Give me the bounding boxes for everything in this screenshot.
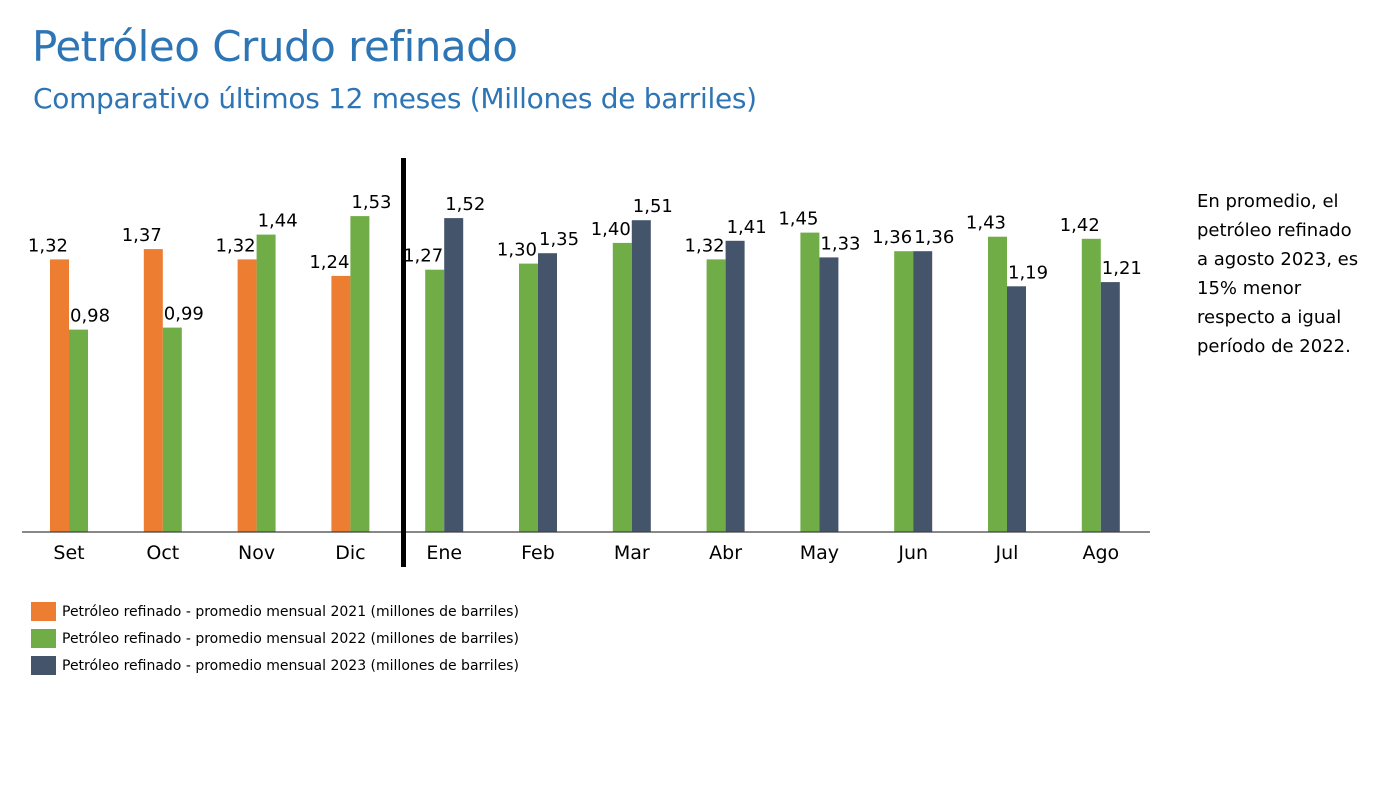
legend-swatch-2021 (31, 602, 56, 621)
legend-label-2021: Petróleo refinado - promedio mensual 202… (62, 603, 519, 620)
bar-2022-mar (612, 242, 632, 532)
data-label-2021-set: 1,32 (28, 235, 68, 256)
bars-layer (50, 216, 1120, 533)
bar-2022-set (69, 329, 88, 532)
data-label-2023-abr: 1,41 (727, 217, 767, 238)
x-tick-label-jul: Jul (995, 542, 1019, 564)
x-tick-label-feb: Feb (521, 542, 555, 564)
bar-2022-abr (706, 259, 726, 532)
x-tick-label-ene: Ene (426, 542, 462, 564)
x-tick-labels-layer: Set Oct Nov Dic Ene Feb Mar Abr May Jun Jul Ago (53, 542, 1119, 564)
data-label-2023-jul: 1,19 (1008, 262, 1048, 283)
data-label-2022-dic: 1,53 (351, 192, 391, 213)
bar-2023-ago (1100, 282, 1120, 532)
bar-2022-oct (162, 327, 182, 532)
bar-2023-may (819, 257, 839, 532)
data-label-2022-jul: 1,43 (966, 213, 1006, 234)
bar-2023-jul (1007, 286, 1026, 532)
legend-item-2023: Petróleo refinado - promedio mensual 202… (31, 652, 519, 679)
bar-2021-nov (237, 259, 257, 532)
summary-note-line: 15% menor (1197, 278, 1302, 299)
legend: Petróleo refinado - promedio mensual 202… (31, 598, 519, 679)
data-label-2023-mar: 1,51 (633, 196, 673, 217)
summary-note-line: respecto a igual (1197, 307, 1342, 328)
bar-2023-mar (631, 220, 651, 532)
data-label-2023-ene: 1,52 (445, 194, 485, 215)
x-tick-label-ago: Ago (1082, 542, 1119, 564)
x-tick-label-jun: Jun (897, 542, 928, 564)
data-labels-layer: 1,320,981,370,991,321,441,241,531,271,52… (28, 192, 1142, 327)
data-label-2022-ene: 1,27 (403, 246, 443, 267)
bar-2022-jun (894, 251, 914, 532)
x-tick-label-abr: Abr (709, 542, 742, 564)
x-tick-label-dic: Dic (335, 542, 365, 564)
summary-note-line: En promedio, el (1197, 191, 1339, 212)
x-tick-label-mar: Mar (614, 542, 650, 564)
legend-item-2021: Petróleo refinado - promedio mensual 202… (31, 598, 519, 625)
chart-title: Petróleo Crudo refinado (32, 22, 518, 71)
data-label-2022-oct: 0,99 (164, 304, 204, 325)
summary-note-line: a agosto 2023, es (1197, 249, 1359, 270)
data-label-2022-may: 1,45 (778, 209, 818, 230)
summary-note-line: período de 2022. (1197, 336, 1351, 357)
bar-2022-ago (1081, 238, 1101, 533)
x-tick-label-nov: Nov (238, 542, 275, 564)
data-label-2022-set: 0,98 (70, 306, 110, 327)
legend-item-2022: Petróleo refinado - promedio mensual 202… (31, 625, 519, 652)
bar-2023-abr (725, 240, 745, 533)
data-label-2021-oct: 1,37 (122, 225, 162, 246)
chart-subtitle: Comparativo últimos 12 meses (Millones d… (33, 82, 757, 115)
legend-swatch-2023 (31, 656, 56, 675)
data-label-2023-jun: 1,36 (914, 227, 954, 248)
x-tick-label-oct: Oct (146, 542, 179, 564)
legend-swatch-2022 (31, 629, 56, 648)
data-label-2022-nov: 1,44 (258, 211, 298, 232)
bar-2023-jun (913, 251, 933, 532)
bar-2021-set (50, 259, 69, 532)
data-label-2023-ago: 1,21 (1102, 258, 1142, 279)
bar-chart: 1,320,981,370,991,321,441,241,531,271,52… (22, 158, 1150, 567)
bar-2023-ene (444, 218, 464, 532)
bar-2022-jul (988, 236, 1007, 532)
data-label-2022-ago: 1,42 (1060, 215, 1100, 236)
data-label-2022-mar: 1,40 (591, 219, 631, 240)
legend-label-2023: Petróleo refinado - promedio mensual 202… (62, 657, 519, 674)
data-label-2022-jun: 1,36 (872, 227, 912, 248)
bar-2022-dic (350, 216, 370, 532)
bar-2022-nov (256, 234, 276, 532)
summary-note-line: petróleo refinado (1197, 220, 1352, 241)
data-label-2021-dic: 1,24 (309, 252, 349, 273)
bar-2022-ene (425, 269, 445, 532)
data-label-2023-may: 1,33 (820, 233, 860, 254)
bar-2021-dic (331, 275, 351, 532)
x-tick-label-may: May (800, 542, 839, 564)
bar-2023-feb (538, 253, 557, 532)
bar-2022-may (800, 232, 820, 532)
x-tick-label-set: Set (53, 542, 84, 564)
legend-label-2022: Petróleo refinado - promedio mensual 202… (62, 630, 519, 647)
summary-note: En promedio, el petróleo refinado a agos… (1197, 187, 1387, 361)
bar-2021-oct (143, 249, 163, 532)
data-label-2021-nov: 1,32 (216, 235, 256, 256)
data-label-2023-feb: 1,35 (539, 229, 579, 250)
bar-2022-feb (519, 263, 538, 532)
data-label-2022-abr: 1,32 (685, 235, 725, 256)
data-label-2022-feb: 1,30 (497, 240, 537, 261)
